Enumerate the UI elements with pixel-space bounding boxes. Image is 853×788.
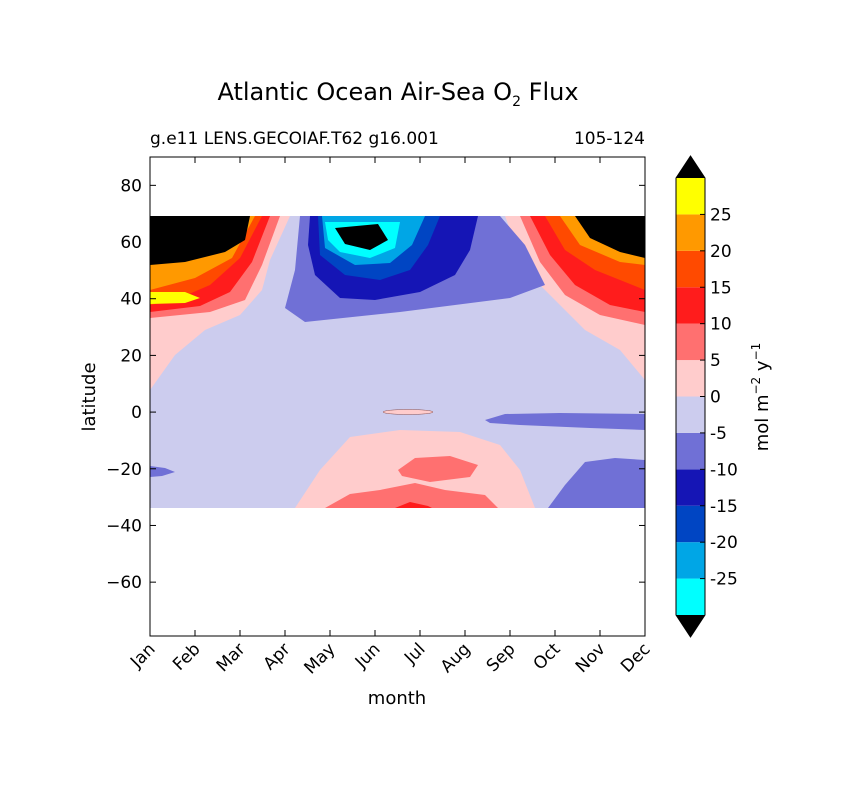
x-tick-label: Feb (169, 639, 204, 674)
colorbar-segment (676, 396, 705, 433)
colorbar-segment (676, 469, 705, 506)
colorbar-tick-label: 10 (710, 315, 732, 335)
colorbar-tick-label: 20 (710, 242, 732, 262)
colorbar-segment (676, 360, 705, 397)
colorbar-extend-bottom (676, 615, 705, 637)
colorbar-segment (676, 214, 705, 251)
contour-north-black-west (150, 216, 250, 265)
subtitle-left: g.e11 LENS.GECOIAF.T62 g16.001 (150, 129, 439, 149)
y-tick-label: 60 (120, 233, 142, 253)
colorbar-segment (676, 250, 705, 288)
colorbar-label: mol m−2 y−1 (749, 343, 773, 452)
y-tick-label: 40 (120, 290, 142, 310)
colorbar-segment (676, 178, 705, 215)
x-tick-label: Oct (530, 639, 565, 674)
y-tick-label: −60 (106, 573, 142, 593)
colorbar-tick-label: 0 (710, 388, 721, 408)
colorbar-segment (676, 432, 705, 470)
x-tick-label: Sep (483, 639, 520, 676)
subtitle-right: 105-124 (574, 129, 645, 149)
x-tick-label: May (301, 639, 340, 678)
colorbar-segment (676, 505, 705, 543)
y-tick-label: −40 (106, 516, 142, 536)
contour-north-black-east (575, 216, 645, 258)
colorbar-tick-label: 15 (710, 278, 732, 298)
colorbar-segment (676, 287, 705, 324)
colorbar-segment (676, 578, 705, 615)
contour-south-blue-west (150, 466, 175, 477)
colorbar-tick-label: -15 (710, 497, 738, 517)
contour-south-blue-se (548, 458, 645, 508)
x-tick-label: Dec (617, 639, 654, 676)
colorbar-outline (675, 155, 706, 638)
colorbar-tick-label: -5 (710, 424, 727, 444)
contour-field (150, 216, 645, 508)
contour-south-red-dot (395, 502, 432, 508)
contour-equator-pink (382, 409, 434, 415)
plot-frame (149, 156, 646, 637)
contour-north-black-core (335, 224, 388, 250)
y-tick-label: 20 (120, 346, 142, 366)
chart-title: Atlantic Ocean Air-Sea O2 Flux (217, 78, 578, 110)
contour-north-yellow-west (150, 292, 200, 304)
y-tick-label: 80 (120, 176, 142, 196)
colorbar-tick-label: -20 (710, 533, 738, 553)
colorbar-segment (676, 542, 705, 579)
y-tick-label: −20 (106, 460, 142, 480)
x-tick-label: Mar (213, 639, 250, 676)
colorbar-extend-top (676, 156, 705, 178)
colorbar-tick-label: 5 (710, 351, 721, 371)
x-tick-label: Aug (437, 639, 475, 677)
x-tick-label: Jan (126, 639, 159, 672)
x-tick-label: Apr (260, 639, 295, 674)
colorbar: 25 20 15 10 5 0 -5 -10 -15 -20 -25 (675, 155, 738, 638)
x-tick-label: Nov (572, 639, 610, 677)
colorbar-segment (676, 323, 705, 361)
x-tick-label: Jul (400, 639, 429, 668)
x-tick-label: Jun (351, 639, 385, 673)
contour-south-salmon-lower (325, 483, 498, 508)
contour-south-salmon-upper (398, 456, 478, 482)
y-axis-label: latitude (79, 362, 100, 431)
y-axis: 80 60 40 20 0 −20 −40 −60 (106, 176, 645, 593)
contour-south-blue-east (485, 413, 645, 430)
x-axis-label: month (368, 688, 426, 709)
y-tick-label: 0 (131, 403, 142, 423)
colorbar-tick-label: 25 (710, 205, 732, 225)
colorbar-tick-label: -25 (710, 570, 738, 590)
colorbar-tick-label: -10 (710, 460, 738, 480)
